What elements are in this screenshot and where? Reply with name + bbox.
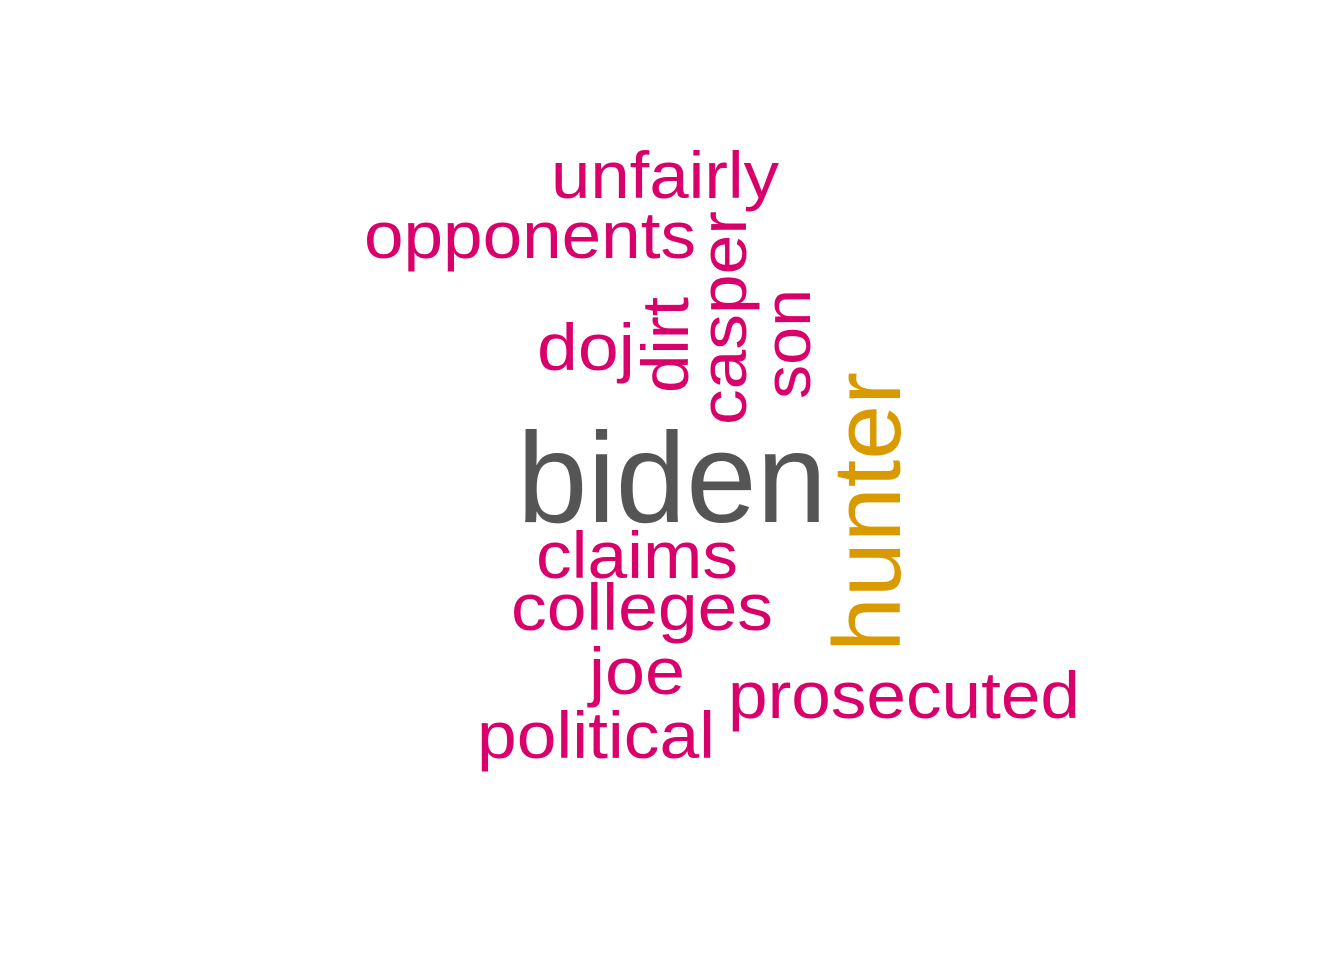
word-biden: biden [517,407,827,550]
word-son: son [750,289,824,399]
word-opponents: opponents [364,198,696,272]
word-joe: joe [587,634,685,708]
word-unfairly: unfairly [551,138,779,212]
word-colleges: colleges [511,570,773,644]
word-political: political [477,698,715,772]
word-prosecuted: prosecuted [728,658,1080,732]
word-casper: casper [686,211,760,425]
word-hunter: hunter [814,372,921,652]
word-dirt: dirt [628,297,702,393]
word-claims: claims [536,518,738,592]
word-doj: doj [537,310,635,384]
